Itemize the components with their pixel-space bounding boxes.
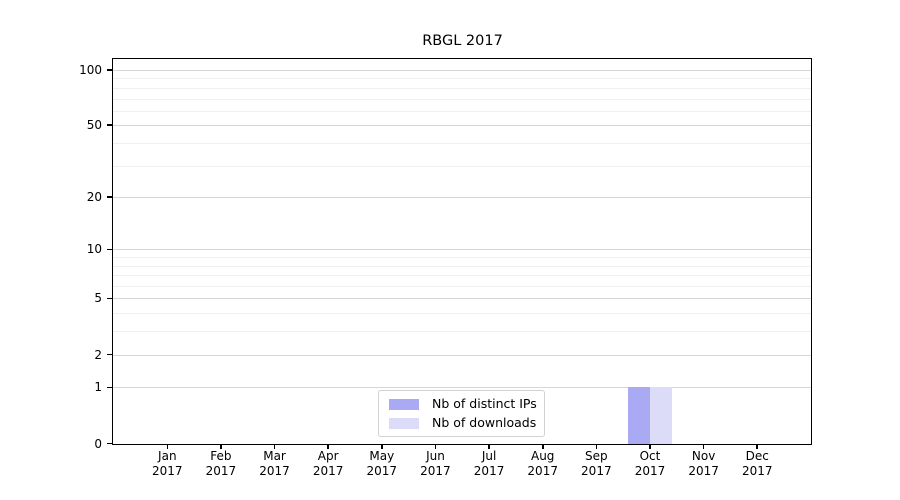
x-tick xyxy=(702,443,705,449)
x-tick-label: Feb 2017 xyxy=(205,449,237,478)
y-tick xyxy=(107,442,112,445)
x-tick-label: Jul 2017 xyxy=(473,449,505,478)
minor-gridline xyxy=(113,78,811,80)
x-tick xyxy=(220,443,222,449)
x-tick-label: Jun 2017 xyxy=(420,449,451,478)
minor-gridline xyxy=(113,165,811,167)
legend-label-downloads: Nb of downloads xyxy=(432,415,537,430)
x-tick xyxy=(649,443,651,449)
y-tick xyxy=(107,353,112,356)
x-tick xyxy=(327,443,329,449)
major-gridline xyxy=(113,125,811,127)
y-tick xyxy=(107,69,112,71)
minor-gridline xyxy=(113,275,811,277)
x-tick-label: Oct 2017 xyxy=(634,449,666,478)
x-tick-label: May 2017 xyxy=(366,449,398,478)
major-gridline xyxy=(113,249,811,251)
plot-area: Nb of distinct IPs Nb of downloads xyxy=(112,57,812,445)
y-tick-label: 50 xyxy=(86,118,102,133)
x-tick xyxy=(273,443,276,449)
minor-gridline xyxy=(113,331,811,333)
y-tick-label: 20 xyxy=(86,190,102,205)
legend-label-distinct-ips: Nb of distinct IPs xyxy=(432,396,537,411)
x-tick xyxy=(488,443,490,449)
y-tick xyxy=(107,196,112,198)
legend-swatch-downloads xyxy=(389,417,419,429)
y-tick-label: 5 xyxy=(94,291,102,306)
major-gridline xyxy=(113,70,811,71)
y-tick-label: 2 xyxy=(94,347,102,362)
legend-swatch-distinct-ips xyxy=(389,398,419,410)
x-tick-label: Dec 2017 xyxy=(741,449,773,478)
minor-gridline xyxy=(113,265,811,267)
x-tick-label: Sep 2017 xyxy=(581,449,612,478)
minor-gridline xyxy=(113,286,811,288)
x-tick xyxy=(756,443,759,449)
y-tick xyxy=(107,124,112,127)
legend-item-downloads: Nb of downloads xyxy=(389,416,536,430)
major-gridline xyxy=(113,354,811,356)
major-gridline xyxy=(113,197,811,199)
x-tick xyxy=(595,443,598,449)
minor-gridline xyxy=(113,257,811,259)
major-gridline xyxy=(113,298,811,300)
bar-nb-of-distinct-ips xyxy=(627,387,650,444)
x-tick-label: Jan 2017 xyxy=(152,449,183,478)
minor-gridline xyxy=(113,142,811,144)
minor-gridline xyxy=(113,110,811,112)
x-tick-label: Apr 2017 xyxy=(312,449,344,478)
bar-nb-of-downloads xyxy=(649,387,672,444)
minor-gridline xyxy=(113,87,811,89)
minor-gridline xyxy=(113,313,811,315)
y-tick-label: 1 xyxy=(94,380,102,395)
y-tick xyxy=(107,386,112,389)
x-tick-label: Nov 2017 xyxy=(688,449,719,478)
y-tick xyxy=(107,297,112,300)
x-tick xyxy=(434,443,437,449)
chart-title: RBGL 2017 xyxy=(422,33,503,49)
x-tick-label: Mar 2017 xyxy=(259,449,290,478)
legend: Nb of distinct IPs Nb of downloads xyxy=(378,390,545,437)
major-gridline xyxy=(113,387,811,389)
y-tick xyxy=(107,248,112,251)
x-tick-label: Aug 2017 xyxy=(527,449,558,478)
y-tick-label: 0 xyxy=(94,436,102,451)
x-tick xyxy=(541,443,544,449)
x-tick xyxy=(166,443,169,449)
y-tick-label: 100 xyxy=(79,63,102,77)
legend-item-distinct-ips: Nb of distinct IPs xyxy=(389,396,537,411)
x-tick xyxy=(381,443,383,449)
y-tick-label: 10 xyxy=(86,242,102,257)
minor-gridline xyxy=(113,98,811,100)
